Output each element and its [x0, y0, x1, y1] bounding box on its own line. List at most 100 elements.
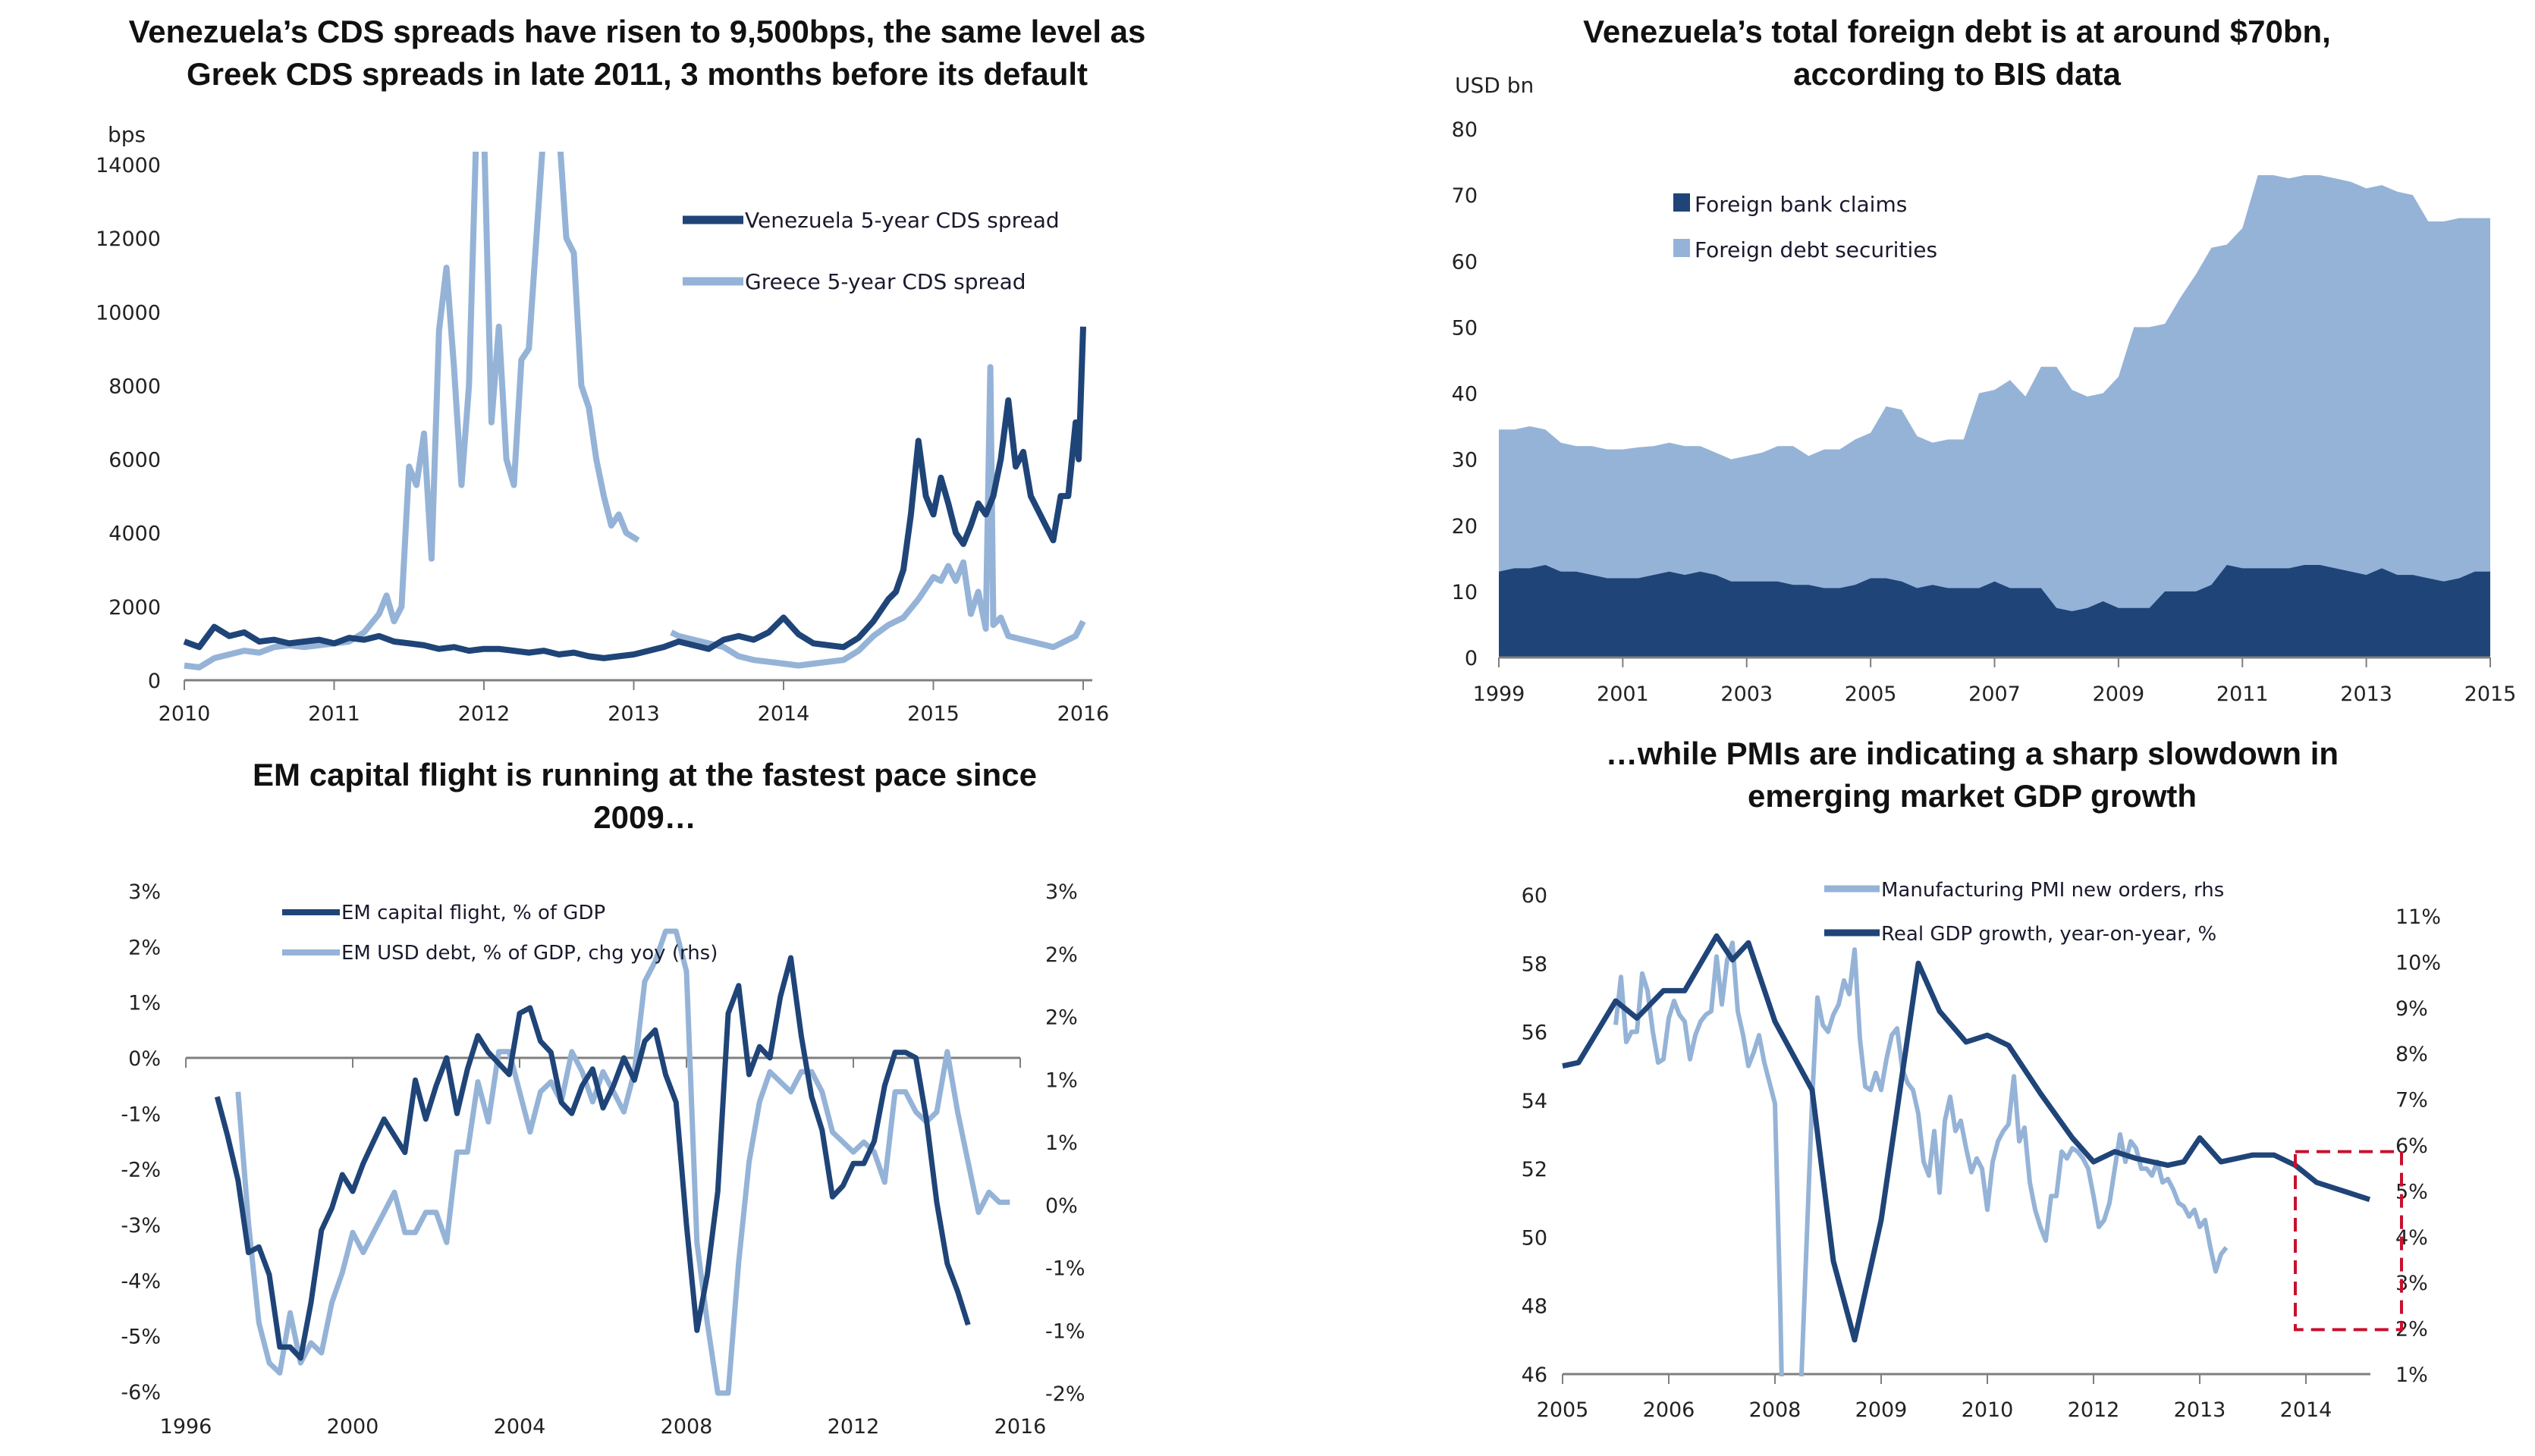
- y-tick-label: 80: [1452, 118, 1478, 142]
- y2-tick-label: 1%: [1045, 1131, 1078, 1155]
- x-tick-label: 2005: [1537, 1398, 1589, 1422]
- y-tick-label: 0%: [128, 1047, 161, 1071]
- y-axis-ticks-left: 46 48 50 52 54 56 58 60: [1522, 884, 1547, 1387]
- x-tick-label: 2011: [308, 702, 360, 726]
- x-tick-label: 2010: [1962, 1398, 2014, 1422]
- legend-label-pmi: Manufacturing PMI new orders, rhs: [1881, 879, 2224, 902]
- x-tick-label: 2010: [159, 702, 211, 726]
- chart-title-pmi-line-1: …while PMIs are indicating a sharp slowd…: [1605, 736, 2339, 771]
- y2-tick-label: 2%: [1045, 943, 1078, 967]
- y2-tick-label: 2%: [1045, 1006, 1078, 1030]
- y-tick-label: -5%: [121, 1326, 161, 1349]
- legend-label-usd-debt: EM USD debt, % of GDP, chg yoy (rhs): [341, 942, 718, 965]
- legend-label-greece: Greece 5-year CDS spread: [745, 269, 1026, 294]
- y-axis-unit-label: USD bn: [1455, 73, 1534, 98]
- y-tick-label: 10: [1452, 581, 1478, 604]
- y-tick-label: -2%: [121, 1159, 161, 1182]
- x-tick-label: 2001: [1597, 682, 1649, 706]
- x-tick-label: 2012: [458, 702, 510, 726]
- x-tick-label: 2009: [1855, 1398, 1908, 1422]
- series-line-gdp: [1562, 933, 2371, 1343]
- x-axis: 2010 2011 2012 2013 2014 2015 2016: [159, 679, 1110, 726]
- x-tick-label: 2013: [2174, 1398, 2226, 1422]
- legend-label-bank-claims: Foreign bank claims: [1695, 192, 1907, 217]
- series-line-pmi: [1613, 940, 2229, 1376]
- y-tick-label: 50: [1522, 1226, 1547, 1250]
- y-axis-ticks: 0 10 20 30 40 50 60 70 80: [1452, 118, 1478, 670]
- plot-area: [1562, 933, 2371, 1376]
- y2-tick-label: 1%: [1045, 1068, 1078, 1092]
- y-tick-label: -6%: [121, 1381, 161, 1404]
- chart-title-cds-line-1: Venezuela’s CDS spreads have risen to 9,…: [128, 14, 1146, 49]
- x-tick-label: 1996: [160, 1415, 212, 1439]
- legend-swatch-debt-securities: [1673, 239, 1690, 257]
- chart-title-pmi-line-2: emerging market GDP growth: [1747, 778, 2197, 814]
- y-axis-ticks-left: 3% 2% 1% 0% -1% -2% -3% -4% -5% -6%: [121, 880, 161, 1404]
- x-tick-label: 2008: [661, 1415, 713, 1439]
- chart-title-debt: Venezuela’s total foreign debt is at aro…: [1381, 11, 2533, 96]
- y-tick-label: -1%: [121, 1103, 161, 1126]
- y-tick-label: 0: [148, 670, 161, 693]
- legend: Manufacturing PMI new orders, rhs Real G…: [1824, 879, 2224, 946]
- chart-title-cds-line-2: Greek CDS spreads in late 2011, 3 months…: [186, 56, 1088, 92]
- chart-title-pmi: …while PMIs are indicating a sharp slowd…: [1396, 733, 2535, 817]
- series-line-usd-debt: [235, 928, 1010, 1396]
- x-axis: 1999 2001 2003 2005 2007 2009 2011 2013 2015: [1473, 656, 2517, 706]
- y-tick-label: 6000: [108, 449, 161, 472]
- y-tick-label: 20: [1452, 515, 1478, 538]
- y-tick-label: -4%: [121, 1269, 161, 1293]
- chart-cds: bps 0 2000 4000 6000 8000 10000 12000 14000 201…: [96, 122, 1109, 726]
- x-tick-label: 1999: [1473, 682, 1525, 706]
- y-tick-label: 52: [1522, 1158, 1547, 1181]
- chart-title-cds: Venezuela’s CDS spreads have risen to 9,…: [30, 11, 1244, 96]
- x-tick-label: 2013: [608, 702, 660, 726]
- y-tick-label: 40: [1452, 383, 1478, 406]
- x-tick-label: 2011: [2216, 682, 2269, 706]
- x-tick-label: 2004: [494, 1415, 546, 1439]
- y2-tick-label: 10%: [2395, 951, 2441, 974]
- y2-tick-label: -1%: [1045, 1257, 1085, 1281]
- y-tick-label: 60: [1452, 250, 1478, 274]
- y2-tick-label: 3%: [1045, 880, 1078, 904]
- y-tick-label: 2%: [128, 936, 161, 959]
- y-tick-label: 4000: [108, 522, 161, 546]
- y-axis-unit-label: bps: [108, 122, 146, 147]
- legend-label-debt-securities: Foreign debt securities: [1695, 237, 1937, 262]
- y2-tick-label: -1%: [1045, 1320, 1085, 1343]
- y-tick-label: 48: [1522, 1295, 1547, 1319]
- y2-tick-label: 8%: [2395, 1043, 2428, 1066]
- chart-debt: USD bn 0 10 20 30 40 50 60 70 80 1999 2001 2003 200…: [1452, 73, 2517, 706]
- y-tick-label: 50: [1452, 316, 1478, 340]
- legend-label-gdp: Real GDP growth, year-on-year, %: [1881, 923, 2216, 946]
- x-tick-label: 2014: [758, 702, 810, 726]
- x-tick-label: 2016: [1057, 702, 1110, 726]
- y-tick-label: 12000: [96, 228, 161, 251]
- x-tick-label: 2006: [1643, 1398, 1695, 1422]
- x-tick-label: 2012: [828, 1415, 880, 1439]
- x-tick-label: 2015: [2464, 682, 2517, 706]
- chart-title-capflight-line-2: 2009…: [593, 799, 696, 835]
- chart-title-capflight-line-1: EM capital flight is running at the fast…: [253, 757, 1037, 792]
- y-tick-label: 8000: [108, 375, 161, 398]
- y-tick-label: 30: [1452, 449, 1478, 472]
- y-axis-ticks: 0 2000 4000 6000 8000 10000 12000 14000: [96, 154, 161, 693]
- y-tick-label: 70: [1452, 184, 1478, 208]
- chart-title-debt-line-2: according to BIS data: [1793, 56, 2121, 92]
- y-tick-label: 46: [1522, 1363, 1547, 1387]
- x-tick-label: 2009: [2093, 682, 2145, 706]
- y2-tick-label: 7%: [2395, 1089, 2428, 1112]
- y-tick-label: 0: [1465, 647, 1478, 670]
- y2-tick-label: -2%: [1045, 1382, 1085, 1406]
- y-tick-label: 54: [1522, 1090, 1547, 1113]
- y-tick-label: 1%: [128, 992, 161, 1015]
- chart-capflight: 3% 2% 1% 0% -1% -2% -3% -4% -5% -6% 3% 2% 2% 1% 1% 0% -…: [121, 880, 1085, 1439]
- y2-tick-label: 1%: [2395, 1363, 2428, 1387]
- x-tick-label: 2008: [1749, 1398, 1802, 1422]
- y-tick-label: 3%: [128, 880, 161, 904]
- y2-tick-label: 11%: [2395, 905, 2441, 929]
- y-tick-label: -3%: [121, 1214, 161, 1238]
- x-tick-label: 2012: [2068, 1398, 2120, 1422]
- y2-tick-label: 9%: [2395, 997, 2428, 1021]
